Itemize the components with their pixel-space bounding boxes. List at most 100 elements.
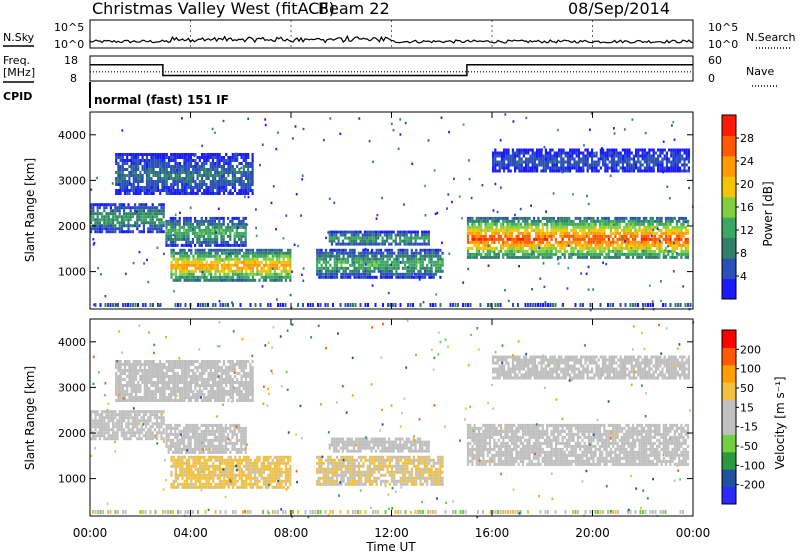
power-cell-band-5 xyxy=(653,231,657,235)
power-cell-band-4 xyxy=(322,266,325,270)
power-cell-band-4 xyxy=(366,263,369,267)
power-cell-band-0 xyxy=(136,227,139,231)
power-cell-band-5 xyxy=(524,222,527,226)
power-cell-speckle xyxy=(364,247,367,251)
power-cell-band-5 xyxy=(528,216,531,220)
power-cell-band-5 xyxy=(497,234,500,238)
power-cell-band-7 xyxy=(657,166,660,170)
power-cell-band-5 xyxy=(521,240,525,244)
power-cell-band-7 xyxy=(602,160,605,164)
power-cell-band-5 xyxy=(475,249,478,253)
power-cell-band-7 xyxy=(511,157,514,161)
power-cell-band-7 xyxy=(569,166,572,170)
power-cell-band-7 xyxy=(553,151,556,155)
power-cell-speckle xyxy=(146,258,148,262)
power-cell-band-6 xyxy=(233,168,237,171)
power-cell-band-4 xyxy=(377,260,380,264)
power-cell-speckle xyxy=(301,178,304,181)
power-cell-band-5 xyxy=(524,225,527,229)
power-cell-band-0 xyxy=(140,218,143,222)
power-cell-band-5 xyxy=(684,243,687,247)
power-cell-band-5 xyxy=(495,222,498,226)
power-cell-band-6 xyxy=(242,189,245,192)
power-cell-band-5 xyxy=(616,246,619,250)
power-cell-band-6 xyxy=(145,174,149,177)
power-cell-band-5 xyxy=(649,246,652,250)
power-cell-band-3 xyxy=(368,242,371,246)
power-cell-band-6 xyxy=(244,186,248,189)
velocity-cell-band-0 xyxy=(118,413,121,417)
power-cell-band-5 xyxy=(638,222,641,226)
power-cell-band-2 xyxy=(196,278,199,282)
power-cell-band-5 xyxy=(546,249,549,253)
power-cell-band-5 xyxy=(524,252,527,256)
power-cell-band-5 xyxy=(519,243,522,247)
power-cell-band-0 xyxy=(142,203,145,207)
power-cell-band-5 xyxy=(506,219,509,223)
power-cell-speckle xyxy=(222,119,225,123)
power-cell-band-7 xyxy=(540,157,543,161)
power-cell-band-6 xyxy=(196,171,199,174)
power-cell-band-2 xyxy=(260,254,263,258)
power-cell-band-5 xyxy=(662,237,665,241)
power-cell-band-5 xyxy=(598,225,602,229)
power-cell-speckle xyxy=(156,246,159,249)
power-cell-band-2 xyxy=(190,260,193,264)
power-cell-band-5 xyxy=(678,216,681,220)
power-cell-band-7 xyxy=(507,160,510,164)
power-cell-band-5 xyxy=(660,228,663,232)
power-cell-band-0 xyxy=(147,206,150,210)
power-cell-band-0 xyxy=(140,209,143,213)
power-cell-band-5 xyxy=(598,255,602,259)
power-cell-band-5 xyxy=(574,228,577,232)
power-cell-band-1 xyxy=(227,222,230,226)
power-cell-band-4 xyxy=(423,248,427,252)
power-cell-band-5 xyxy=(475,255,478,259)
power-cell-band-0 xyxy=(147,227,150,231)
power-cell-band-7 xyxy=(681,157,684,161)
power-cell-band-7 xyxy=(547,166,550,170)
velocity-cell-band-0 xyxy=(145,410,148,414)
power-cell-band-4 xyxy=(375,257,378,261)
power-cell-band-0 xyxy=(134,203,137,207)
power-cell-band-5 xyxy=(594,228,597,232)
power-cell-band-2 xyxy=(271,272,274,276)
power-cell-band-4 xyxy=(423,269,427,273)
power-cell-speckle xyxy=(255,226,257,230)
power-cell-band-4 xyxy=(357,257,361,261)
power-cell-band-6 xyxy=(194,192,197,195)
power-cell-band-6 xyxy=(236,192,239,195)
power-cell-band-0 xyxy=(160,212,163,216)
power-cell-near-range xyxy=(297,303,299,307)
power-cell-band-0 xyxy=(125,230,128,234)
power-cell-band-1 xyxy=(211,228,214,232)
velocity-cell-band-0 xyxy=(147,431,150,435)
power-cell-band-5 xyxy=(647,237,650,241)
power-cell-band-6 xyxy=(211,177,215,180)
velocity-cell-band-0 xyxy=(112,425,115,429)
power-cell-band-3 xyxy=(350,239,353,243)
power-cell-band-7 xyxy=(540,154,543,158)
power-cell-band-3 xyxy=(377,233,380,237)
power-cell-band-5 xyxy=(634,243,637,247)
power-cell-band-5 xyxy=(497,240,500,244)
power-cell-band-5 xyxy=(508,231,511,235)
power-cell-band-5 xyxy=(605,234,608,238)
power-cell-band-4 xyxy=(430,266,433,270)
power-cell-band-6 xyxy=(194,153,197,156)
power-cell-band-4 xyxy=(421,254,424,258)
power-cell-band-7 xyxy=(630,163,633,167)
velocity-cell-band-0 xyxy=(90,422,93,426)
power-cell-band-5 xyxy=(684,225,687,229)
power-cell-band-2 xyxy=(223,248,226,252)
power-cell-band-7 xyxy=(630,169,633,173)
power-cell-band-6 xyxy=(225,153,228,156)
power-cell-band-7 xyxy=(679,157,682,161)
power-cell-band-2 xyxy=(170,269,173,273)
power-cell-band-5 xyxy=(649,228,652,232)
power-cell-band-6 xyxy=(121,180,124,183)
power-cell-near-range xyxy=(454,303,457,307)
power-cell-band-6 xyxy=(244,189,248,192)
power-cell-band-4 xyxy=(342,275,345,279)
velocity-cell-band-0 xyxy=(96,419,99,423)
